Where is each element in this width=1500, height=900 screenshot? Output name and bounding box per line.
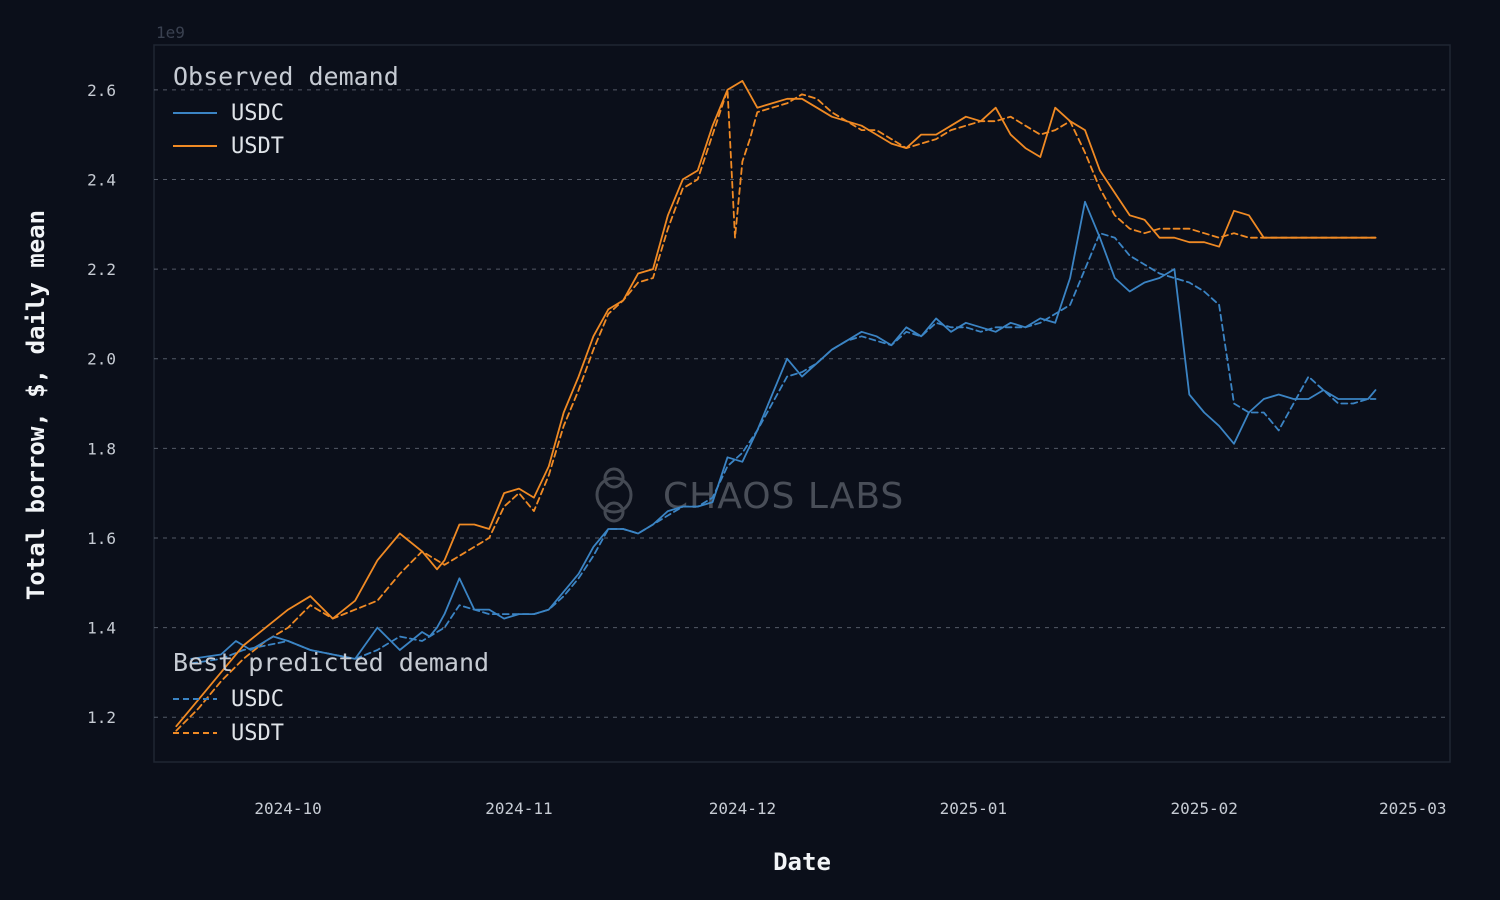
y-tick-label: 2.6 (87, 81, 116, 100)
legend-predicted-usdt-label: USDT (231, 721, 284, 746)
x-tick-label: 2024-11 (485, 799, 552, 818)
legend-observed-usdc-label: USDC (231, 101, 284, 126)
y-scale-label: 1e9 (156, 23, 185, 42)
series-layer (175, 80, 1377, 732)
series-usdt-predicted (175, 88, 1377, 732)
y-tick-label: 1.6 (87, 529, 116, 548)
y-tick-label: 1.8 (87, 439, 116, 458)
y-axis-ticks: 1.2 1.4 1.6 1.8 2.0 2.2 2.4 2.6 (87, 81, 116, 727)
legend-predicted-title: Best predicted demand (173, 648, 489, 677)
legend-predicted: Best predicted demand USDC USDT (173, 648, 489, 746)
y-tick-label: 2.0 (87, 350, 116, 369)
series-usdc-predicted (190, 232, 1377, 665)
watermark: CHAOS LABS (595, 467, 904, 523)
y-tick-label: 2.4 (87, 170, 116, 189)
gridlines (154, 89, 1450, 718)
y-tick-label: 2.2 (87, 260, 116, 279)
x-axis-ticks: 2024-10 2024-11 2024-12 2025-01 2025-02 2025-… (254, 799, 1446, 818)
x-tick-label: 2024-12 (709, 799, 776, 818)
y-axis-title: Total borrow, $, daily mean (22, 210, 50, 600)
legend-observed: Observed demand USDC USDT (173, 62, 399, 159)
x-tick-label: 2025-02 (1170, 799, 1237, 818)
x-axis-title: Date (773, 848, 831, 876)
x-tick-label: 2025-03 (1379, 799, 1446, 818)
x-tick-label: 2025-01 (940, 799, 1007, 818)
series-usdt-observed (175, 80, 1377, 728)
legend-observed-title: Observed demand (173, 62, 399, 91)
y-tick-label: 1.4 (87, 619, 116, 638)
series-usdc-observed (190, 200, 1377, 660)
chaos-labs-logo-icon (595, 467, 633, 523)
y-tick-label: 1.2 (87, 708, 116, 727)
x-tick-label: 2024-10 (254, 799, 321, 818)
watermark-text: CHAOS LABS (663, 476, 904, 517)
legend-predicted-usdc-label: USDC (231, 687, 284, 712)
legend-observed-usdt-label: USDT (231, 134, 284, 159)
